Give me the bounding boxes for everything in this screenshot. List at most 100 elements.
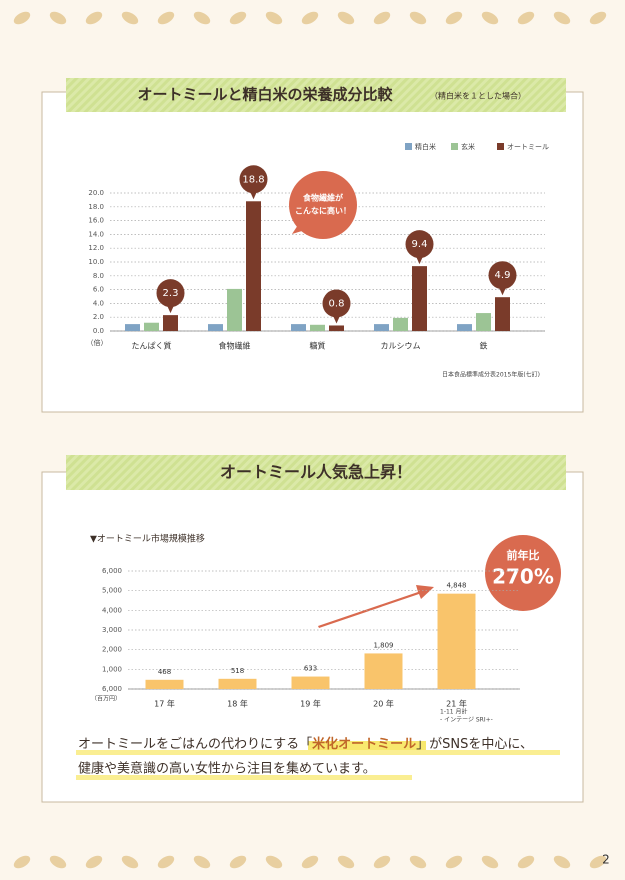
- y-tick-label: 12.0: [88, 244, 104, 252]
- bar: [163, 315, 178, 331]
- oat: [373, 11, 391, 25]
- underline: [76, 775, 412, 780]
- oat: [445, 11, 463, 25]
- oat-decoration: [13, 11, 607, 869]
- legend-label: オートミール: [507, 143, 549, 151]
- y-tick-label: 1,000: [102, 665, 122, 673]
- source: 日本食品標準成分表2015年版(七訂): [442, 371, 540, 379]
- y-tick-label: 6,000: [102, 567, 122, 575]
- oat: [13, 855, 31, 869]
- highlight: [308, 741, 426, 750]
- data-label: 518: [231, 667, 244, 675]
- oat: [265, 11, 283, 25]
- y-tick-label: 20.0: [88, 189, 104, 197]
- y-tick-label: 16.0: [88, 217, 104, 225]
- x-tick-label: たんぱく質: [132, 341, 172, 351]
- oat: [589, 11, 607, 25]
- oat: [337, 11, 355, 25]
- oat: [121, 11, 139, 25]
- data-label: 633: [304, 665, 317, 673]
- footer-text: 健康や美意識の高い女性から注目を集めています。: [78, 761, 376, 777]
- x-tick-label: カルシウム: [381, 342, 421, 351]
- oat: [85, 11, 103, 25]
- chart-title: オートミールと精白米の栄養成分比較: [137, 86, 393, 104]
- chart-subtitle: （精白米を１とした場合）: [430, 91, 526, 101]
- oat: [373, 855, 391, 869]
- x-tick-label: 食物繊維: [219, 341, 251, 351]
- x-tick-label: 18 年: [227, 699, 248, 709]
- bar: [412, 266, 427, 331]
- oat: [517, 11, 535, 25]
- bar: [495, 297, 510, 331]
- badge-value: 270%: [492, 565, 554, 589]
- x-tick-label: 糖質: [310, 341, 326, 351]
- note: - インテージ SRI+-: [440, 717, 493, 724]
- note: 1-11 月計: [440, 708, 468, 716]
- data-label: 468: [158, 668, 171, 676]
- oat: [553, 855, 571, 869]
- oat: [49, 11, 67, 25]
- y-tick-label: 6.0: [93, 286, 104, 294]
- title-banner: [66, 455, 566, 490]
- bar: [218, 678, 257, 689]
- badge: [485, 535, 561, 611]
- bar: [393, 317, 408, 331]
- y-tick-label: 3,000: [102, 626, 122, 634]
- oat: [85, 855, 103, 869]
- y-tick-label: 5,000: [102, 587, 122, 595]
- oat: [13, 11, 31, 25]
- label-bubble: [322, 289, 351, 318]
- oat: [589, 855, 607, 869]
- data-label: 4.9: [495, 270, 511, 281]
- oat: [121, 855, 139, 869]
- oat: [481, 855, 499, 869]
- data-label: 4,848: [446, 582, 466, 590]
- y-unit: （百万円）: [91, 696, 121, 703]
- page-number: 2: [602, 853, 610, 867]
- bar: [437, 593, 476, 689]
- oat: [409, 855, 427, 869]
- y-unit: （倍）: [87, 338, 108, 347]
- oat: [301, 855, 319, 869]
- bar: [291, 676, 330, 689]
- bar: [208, 324, 223, 331]
- footer-text: 」がSNSを中心に、: [416, 737, 533, 752]
- y-tick-label: 4,000: [102, 606, 122, 614]
- data-label: 9.4: [412, 239, 428, 250]
- y-tick-label: 4.0: [93, 299, 104, 307]
- footer-text: オートミールをごはんの代わりにする「米化オートミール」がSNSを中心に、: [78, 736, 533, 752]
- annotation: こんなに高い！: [295, 206, 351, 216]
- underline: [76, 750, 560, 755]
- y-tick-label: 18.0: [88, 203, 104, 211]
- data-label: 2.3: [163, 288, 179, 299]
- chart-title: オートミール人気急上昇！: [220, 463, 412, 482]
- oat: [445, 855, 463, 869]
- chart-subtitle: ▼オートミール市場規模推移: [90, 533, 205, 545]
- oat: [553, 11, 571, 25]
- footer-text: オートミールをごはんの代わりにする「: [78, 736, 312, 752]
- oat: [229, 11, 247, 25]
- annotation: 食物繊維が: [303, 193, 344, 203]
- legend-swatch: [497, 143, 504, 150]
- label-bubble: [239, 165, 268, 194]
- bar: [246, 201, 261, 331]
- oat: [337, 855, 355, 869]
- oat: [49, 855, 67, 869]
- y-tick-label: 10.0: [88, 258, 104, 266]
- oat: [157, 11, 175, 25]
- bar: [457, 324, 472, 331]
- x-tick-label: 17 年: [154, 699, 175, 709]
- bar: [310, 324, 325, 331]
- bar: [144, 322, 159, 331]
- legend-label: 精白米: [415, 142, 436, 151]
- y-tick-label: 6,000: [102, 685, 122, 693]
- oat: [265, 855, 283, 869]
- data-label: 0.8: [329, 298, 345, 309]
- callout: [289, 171, 357, 239]
- legend-swatch: [405, 143, 412, 150]
- footer-highlight: 米化オートミール: [312, 736, 416, 752]
- x-tick-label: 21 年: [446, 699, 467, 709]
- x-tick-label: 20 年: [373, 699, 394, 709]
- y-tick-label: 0.0: [93, 327, 104, 335]
